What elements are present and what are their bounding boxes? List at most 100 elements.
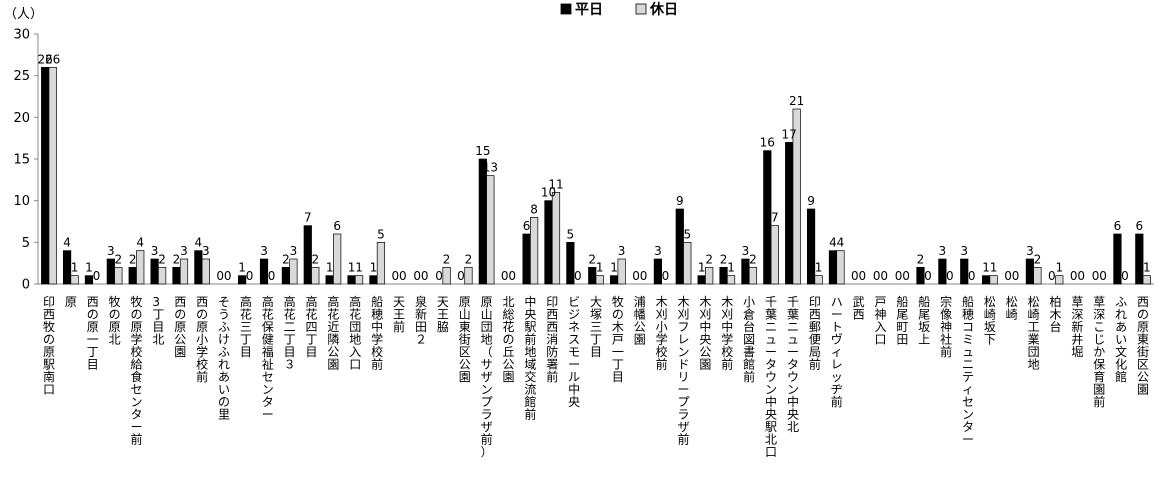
bar — [763, 150, 772, 285]
x-category-label: 船穂中学校前 — [371, 295, 383, 372]
bars — [41, 66, 1151, 285]
data-label: 0 — [895, 269, 903, 283]
x-category-label: 千葉ニュータウン中央駅北口 — [765, 295, 777, 459]
data-label: 1 — [348, 261, 356, 275]
bar — [84, 275, 94, 285]
data-label: 2 — [282, 252, 290, 266]
bar — [566, 241, 575, 285]
data-label: 6 — [333, 219, 341, 233]
bar — [1135, 233, 1144, 285]
data-label: 4 — [63, 236, 71, 250]
x-category-label: 木刈中央公園 — [699, 295, 711, 372]
data-label: 0 — [946, 269, 954, 283]
x-category-label: 高花近隣公園 — [327, 294, 339, 372]
bar — [1113, 233, 1122, 285]
x-category-label: 草深新井堀 — [1071, 295, 1083, 359]
bar — [289, 258, 298, 285]
data-label: 2 — [1034, 252, 1042, 266]
data-label: 1 — [982, 261, 990, 275]
x-category-label: 天王脇 — [437, 295, 449, 334]
data-label: 0 — [1121, 269, 1129, 283]
bar — [238, 275, 247, 285]
data-label: 1 — [727, 261, 735, 275]
data-label: 3 — [960, 244, 968, 258]
bar — [70, 275, 79, 285]
data-label: 3 — [654, 244, 662, 258]
bar — [792, 108, 801, 285]
data-label: 2 — [129, 252, 137, 266]
x-category-label: 浦幡公園 — [634, 295, 646, 347]
data-label: 0 — [873, 269, 881, 283]
bar — [1033, 266, 1042, 285]
bar — [916, 266, 925, 285]
data-label: 8 — [530, 202, 538, 216]
x-category-label: 船穂コミュニティセンター — [962, 295, 974, 447]
x-category-label: 戸神入口 — [874, 295, 886, 347]
bar — [62, 250, 72, 285]
data-label: 0 — [216, 269, 224, 283]
data-label: 0 — [1004, 269, 1012, 283]
x-category-label: 千葉ニュータウン中央北 — [787, 295, 799, 434]
x-category-label: 中央駅前地域交流館前 — [524, 294, 536, 422]
legend-label: 休日 — [649, 1, 678, 18]
data-label: 0 — [1092, 269, 1100, 283]
y-axis-unit-label: （人） — [4, 7, 43, 22]
data-label: 0 — [421, 269, 429, 283]
x-category-label: 西の原東街区公園 — [1137, 295, 1149, 397]
x-category-label: 西の原一丁目 — [87, 295, 99, 372]
x-category-label: 大塚三丁目 — [590, 295, 602, 359]
bar — [48, 66, 57, 285]
x-category-label: 牧の木戸一丁目 — [612, 295, 624, 384]
data-label: 0 — [399, 269, 407, 283]
bar — [201, 258, 210, 285]
bar — [719, 266, 728, 285]
data-label: 1 — [1055, 261, 1063, 275]
data-label: 0 — [880, 269, 888, 283]
bar — [172, 266, 181, 285]
data-label: 2 — [443, 252, 451, 266]
bar — [551, 191, 561, 285]
bar — [486, 175, 495, 285]
x-category-label: ビジネスモール中央 — [568, 295, 580, 409]
data-label: 0 — [391, 269, 399, 283]
data-label: 1 — [326, 261, 334, 275]
bar — [354, 275, 364, 285]
data-label: 2 — [588, 252, 596, 266]
bar — [595, 275, 604, 285]
x-category-label: 西の原小学校前 — [196, 295, 208, 384]
data-label: 11 — [548, 177, 563, 191]
data-label: 9 — [807, 194, 815, 208]
data-label: 2 — [917, 252, 925, 266]
x-category-label: そうふけふれあいの里 — [218, 295, 230, 422]
x-category-label: ハートヴィレッヂ前 — [831, 295, 843, 409]
data-label: 1 — [815, 261, 823, 275]
bar — [259, 258, 269, 285]
data-label: 0 — [968, 269, 976, 283]
x-category-label: 印西牧の原駅南口 — [43, 295, 55, 397]
bar — [748, 266, 758, 285]
x-category-label: 高花保健福祉センター — [262, 294, 274, 422]
bar — [982, 275, 991, 285]
data-label: 10 — [541, 186, 556, 200]
data-label: 0 — [632, 269, 640, 283]
x-category-label: 船尾坂上 — [918, 295, 930, 347]
bar — [106, 258, 115, 285]
bar — [989, 275, 998, 285]
bar — [675, 208, 684, 285]
x-category-label: 草深こじか保育園前 — [1093, 295, 1105, 409]
x-category-label: 松崎 — [1006, 295, 1018, 322]
data-label: 2 — [465, 252, 473, 266]
data-label: 0 — [246, 269, 254, 283]
data-label: 1 — [370, 261, 378, 275]
bar — [1142, 275, 1151, 285]
bar — [41, 66, 50, 285]
data-label: 2 — [173, 252, 181, 266]
bar — [522, 233, 531, 285]
data-label: 26 — [38, 52, 53, 66]
data-label: 2 — [115, 252, 123, 266]
x-category-label: 原 — [65, 295, 77, 309]
data-label: 0 — [1012, 269, 1020, 283]
bar — [770, 225, 779, 285]
bar — [653, 258, 662, 285]
bar — [478, 158, 487, 285]
